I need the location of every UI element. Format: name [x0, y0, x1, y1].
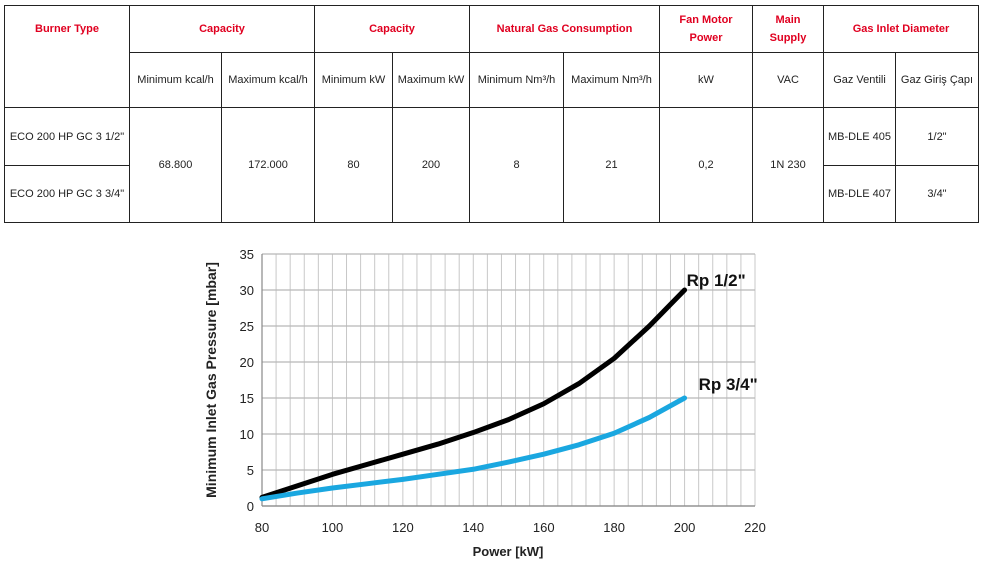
y-tick-label: 20 — [240, 355, 254, 370]
inlet-cell: 3/4" — [895, 165, 979, 223]
y-axis-label: Minimum Inlet Gas Pressure [mbar] — [203, 262, 219, 498]
min-nm3-cell: 8 — [469, 107, 564, 223]
y-tick-label: 10 — [240, 427, 254, 442]
x-tick-label: 80 — [255, 520, 269, 535]
y-tick-label: 35 — [240, 247, 254, 262]
subheader: Gaz Ventili — [823, 52, 896, 108]
max-kcal-cell: 172.000 — [221, 107, 315, 223]
series-line-rp-1-2 — [259, 287, 688, 500]
subheader: kW — [659, 52, 753, 108]
fan-kw-cell: 0,2 — [659, 107, 753, 223]
x-tick-label: 160 — [533, 520, 555, 535]
series-label: Rp 3/4" — [699, 375, 758, 394]
header-main-supply: Main Supply — [752, 5, 824, 53]
grid — [261, 253, 756, 507]
x-tick-label: 180 — [603, 520, 625, 535]
header-capacity-kcal: Capacity — [129, 5, 315, 53]
valve-cell: MB-DLE 407 — [823, 165, 896, 223]
header-burner-type: Burner Type — [4, 5, 130, 108]
inlet-cell: 1/2" — [895, 107, 979, 166]
model-cell: ECO 200 HP GC 3 1/2" — [4, 107, 130, 166]
subheader: Maximum kW — [392, 52, 470, 108]
pressure-chart: 0 5 10 15 20 25 30 35 80 100 120 140 160 180 200 220 Rp… — [203, 247, 766, 559]
header-gas-consumption: Natural Gas Consumption — [469, 5, 660, 53]
table-row: ECO 200 HP GC 3 3/4" MB-DLE 407 3/4" — [4, 165, 979, 223]
y-tick-label: 5 — [247, 463, 254, 478]
x-tick-label: 200 — [674, 520, 696, 535]
subheader: Gaz Giriş Çapı — [895, 52, 979, 108]
x-axis-label: Power [kW] — [473, 544, 544, 559]
subheader: Minimum Nm³/h — [469, 52, 564, 108]
max-kw-cell: 200 — [392, 107, 470, 223]
burner-spec-table: Burner Type Capacity Capacity Natural Ga… — [4, 5, 979, 223]
header-gas-inlet: Gas Inlet Diameter — [823, 5, 979, 53]
x-tick-label: 220 — [744, 520, 766, 535]
subheader: Maximum kcal/h — [221, 52, 315, 108]
subheader: Minimum kcal/h — [129, 52, 222, 108]
model-cell: ECO 200 HP GC 3 3/4" — [4, 165, 130, 223]
x-tick-label: 120 — [392, 520, 414, 535]
min-kw-cell: 80 — [314, 107, 393, 223]
min-kcal-cell: 68.800 — [129, 107, 222, 223]
series-line-rp-3-4 — [259, 395, 688, 502]
y-tick-label: 30 — [240, 283, 254, 298]
header-fan-power: Fan Motor Power — [659, 5, 753, 53]
max-nm3-cell: 21 — [563, 107, 660, 223]
y-tick-label: 15 — [240, 391, 254, 406]
supply-cell: 1N 230 — [752, 107, 824, 223]
subheader: VAC — [752, 52, 824, 108]
y-tick-label: 25 — [240, 319, 254, 334]
table-row: ECO 200 HP GC 3 1/2" 68.800 172.000 80 2… — [4, 107, 979, 223]
y-tick-label: 0 — [247, 499, 254, 514]
valve-cell: MB-DLE 405 — [823, 107, 896, 166]
subheader: Maximum Nm³/h — [563, 52, 660, 108]
series-label: Rp 1/2" — [687, 271, 746, 290]
x-tick-label: 140 — [462, 520, 484, 535]
header-capacity-kw: Capacity — [314, 5, 470, 53]
subheader: Minimum kW — [314, 52, 393, 108]
x-tick-label: 100 — [322, 520, 344, 535]
